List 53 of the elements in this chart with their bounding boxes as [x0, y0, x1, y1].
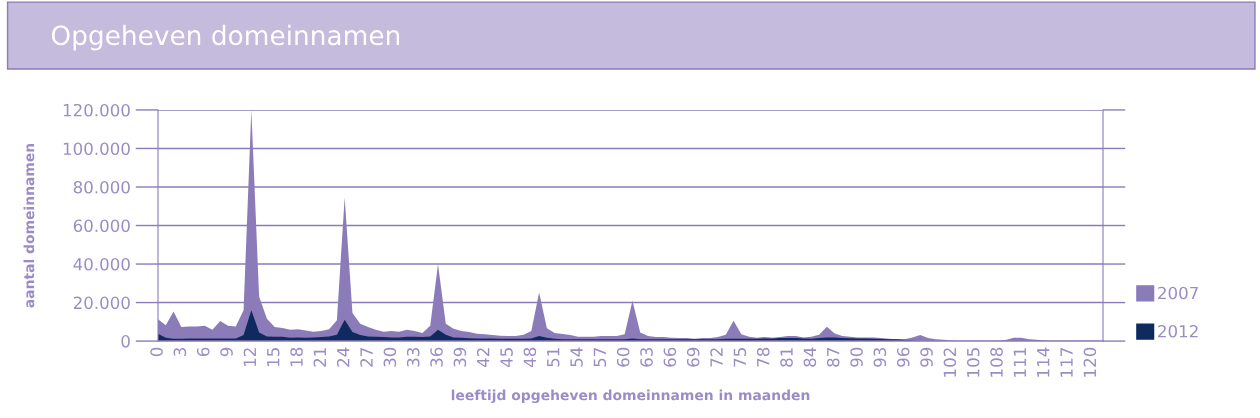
y-tick-label: 80.000: [73, 180, 130, 194]
x-tick-label: 66: [663, 347, 677, 367]
x-tick-label: 15: [267, 348, 280, 367]
y-tick-label: 60.000: [73, 219, 130, 233]
x-tick-label: 60: [616, 347, 630, 367]
x-tick-label: 72: [710, 348, 723, 367]
y-tick-label: 40.000: [73, 258, 130, 271]
legend-label: 2012: [1158, 324, 1198, 338]
y-tick-label: 20.000: [73, 296, 130, 310]
x-tick-label: 93: [873, 347, 887, 367]
x-tick-label: 18: [290, 347, 303, 367]
x-tick-label: 48: [523, 347, 537, 368]
x-tick-label: 0: [150, 347, 163, 357]
x-tick-label: 51: [547, 348, 560, 367]
x-tick-label: 111: [1013, 348, 1026, 377]
x-tick-label: 105: [966, 348, 980, 377]
x-tick-label: 120: [1083, 347, 1097, 377]
x-tick-label: 117: [1060, 348, 1073, 377]
x-tick-label: 69: [686, 347, 700, 367]
x-tick-label: 75: [733, 348, 747, 367]
x-axis-title: leeftijd opgeheven domeinnamen in maanden: [451, 389, 810, 404]
y-tick-label: 0: [121, 335, 130, 348]
x-tick-label: 33: [406, 347, 420, 367]
x-tick-label: 27: [360, 348, 373, 367]
x-tick-label: 36: [430, 347, 443, 367]
x-tick-label: 84: [803, 347, 817, 367]
x-tick-label: 81: [780, 348, 793, 367]
x-tick-label: 12: [243, 348, 256, 367]
x-tick-label: 63: [640, 347, 653, 367]
x-tick-label: 57: [593, 348, 607, 367]
x-tick-label: 45: [500, 348, 513, 368]
x-tick-label: 30: [383, 347, 397, 367]
x-tick-label: 78: [756, 347, 770, 367]
x-tick-label: 24: [336, 347, 350, 367]
x-tick-label: 102: [943, 348, 957, 377]
y-tick-label: 120.000: [63, 103, 130, 117]
x-tick-label: 114: [1037, 347, 1050, 377]
x-tick-label: 42: [476, 348, 490, 368]
x-tick-label: 6: [196, 347, 210, 357]
x-tick-label: 87: [826, 348, 840, 367]
x-tick-label: 9: [220, 347, 233, 357]
x-tick-label: 54: [570, 347, 583, 367]
chart-title: Opgeheven domeinnamen: [51, 24, 400, 51]
x-tick-label: 99: [920, 347, 933, 367]
x-tick-label: 90: [850, 347, 863, 367]
x-tick-label: 96: [896, 347, 910, 367]
x-tick-label: 108: [990, 347, 1003, 377]
x-tick-label: 3: [173, 347, 187, 356]
x-tick-label: 39: [453, 347, 467, 367]
y-axis-title: aantal domeinnamen: [23, 143, 35, 308]
y-tick-label: 100.000: [63, 142, 130, 156]
legend-label: 2007: [1158, 286, 1198, 300]
x-tick-label: 21: [313, 348, 326, 367]
